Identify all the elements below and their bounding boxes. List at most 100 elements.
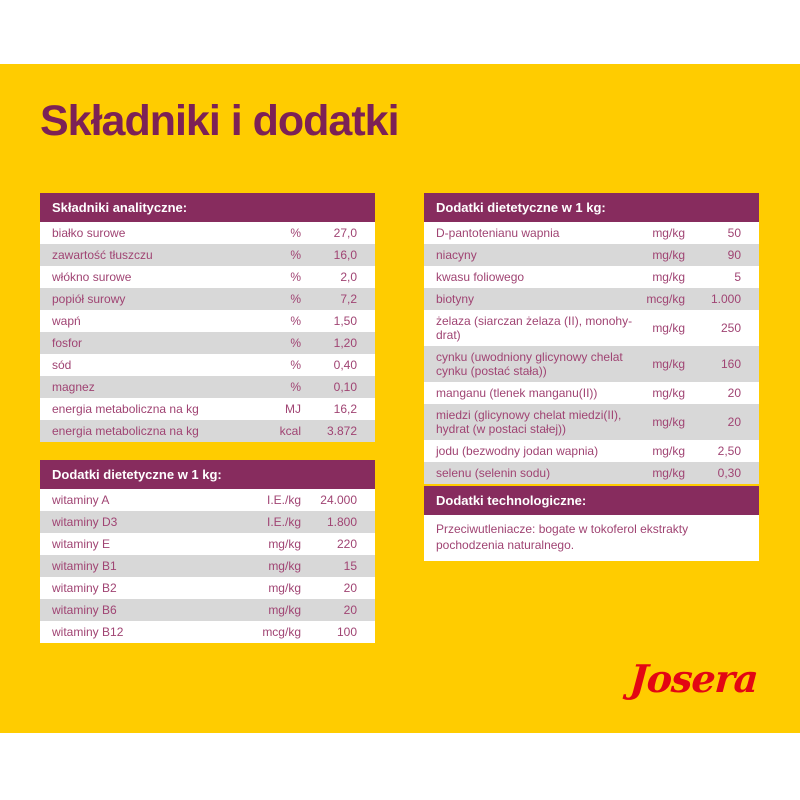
row-label: witaminy B2 <box>52 581 117 595</box>
table-row: manganu (tlenek manganu(II)) mg/kg 20 <box>424 382 759 404</box>
table-row: popiół surowy % 7,2 <box>40 288 375 310</box>
table-row: kwasu foliowego mg/kg 5 <box>424 266 759 288</box>
table-row: witaminy B12 mcg/kg 100 <box>40 621 375 643</box>
table-row: D-pantotenianu wapnia mg/kg 50 <box>424 222 759 244</box>
table-row: selenu (selenin sodu) mg/kg 0,30 <box>424 462 759 484</box>
table-row: żelaza (siarczan żelaza (II), monohy- dr… <box>424 310 759 346</box>
row-value: 5 <box>734 270 741 284</box>
table-row: witaminy A I.E./kg 24.000 <box>40 489 375 511</box>
row-value: 1,20 <box>333 336 357 350</box>
row-label: D-pantotenianu wapnia <box>436 226 560 240</box>
row-value: 20 <box>343 581 357 595</box>
row-label: cynku (uwodniony glicynowy chelat cynku … <box>436 350 623 378</box>
table-row: niacyny mg/kg 90 <box>424 244 759 266</box>
row-label: witaminy A <box>52 493 110 507</box>
table-body-analytical: białko surowe % 27,0 zawartość tłuszczu … <box>40 222 375 442</box>
row-label: fosfor <box>52 336 83 350</box>
row-label: witaminy B1 <box>52 559 117 573</box>
table-row: witaminy E mg/kg 220 <box>40 533 375 555</box>
row-unit: MJ <box>285 402 301 416</box>
row-unit: mg/kg <box>652 357 685 371</box>
table-row: magnez % 0,10 <box>40 376 375 398</box>
row-value: 20 <box>727 415 741 429</box>
josera-logo: Josera <box>628 656 760 701</box>
table-row: witaminy B6 mg/kg 20 <box>40 599 375 621</box>
row-value: 50 <box>727 226 741 240</box>
row-label: niacyny <box>436 248 477 262</box>
row-unit: % <box>290 270 301 284</box>
row-label: zawartość tłuszczu <box>52 248 153 262</box>
table-row: sód % 0,40 <box>40 354 375 376</box>
row-unit: mg/kg <box>268 581 301 595</box>
analytical-components-table: Składniki analityczne: białko surowe % 2… <box>40 193 375 442</box>
row-value: 2,50 <box>717 444 741 458</box>
row-value: 1.800 <box>326 515 357 529</box>
row-unit: % <box>290 248 301 262</box>
row-unit: % <box>290 314 301 328</box>
row-label: magnez <box>52 380 95 394</box>
row-label: manganu (tlenek manganu(II)) <box>436 386 598 400</box>
table-row: energia metaboliczna na kg kcal 3.872 <box>40 420 375 442</box>
row-value: 0,10 <box>333 380 357 394</box>
row-unit: I.E./kg <box>266 493 301 507</box>
table-row: zawartość tłuszczu % 16,0 <box>40 244 375 266</box>
row-value: 16,0 <box>333 248 357 262</box>
row-unit: % <box>290 292 301 306</box>
row-unit: % <box>290 380 301 394</box>
table-row: fosfor % 1,20 <box>40 332 375 354</box>
table-row: białko surowe % 27,0 <box>40 222 375 244</box>
row-label: witaminy B12 <box>52 625 124 639</box>
dietary-additives-vitamins-table: Dodatki dietetyczne w 1 kg: witaminy A I… <box>40 460 375 643</box>
page-title: Składniki i dodatki <box>40 97 400 145</box>
row-unit: I.E./kg <box>266 515 301 529</box>
row-unit: kcal <box>279 424 301 438</box>
technological-additives-section: Dodatki technologiczne: Przeciwutleniacz… <box>424 486 759 561</box>
row-value: 160 <box>720 357 741 371</box>
row-unit: mg/kg <box>652 248 685 262</box>
row-value: 16,2 <box>333 402 357 416</box>
row-label: energia metaboliczna na kg <box>52 402 199 416</box>
row-value: 20 <box>343 603 357 617</box>
technological-additives-text: Przeciwutleniacze: bogate w tokoferol ek… <box>424 515 759 561</box>
row-label: sód <box>52 358 72 372</box>
row-unit: % <box>290 226 301 240</box>
row-value: 0,30 <box>717 466 741 480</box>
row-unit: mg/kg <box>652 321 685 335</box>
row-value: 27,0 <box>333 226 357 240</box>
table-row: cynku (uwodniony glicynowy chelat cynku … <box>424 346 759 382</box>
row-value: 250 <box>720 321 741 335</box>
table-row: witaminy B1 mg/kg 15 <box>40 555 375 577</box>
row-unit: % <box>290 336 301 350</box>
row-unit: mg/kg <box>268 603 301 617</box>
row-unit: mg/kg <box>652 466 685 480</box>
row-unit: mcg/kg <box>262 625 301 639</box>
row-label: kwasu foliowego <box>436 270 525 284</box>
row-label: białko surowe <box>52 226 126 240</box>
row-unit: mg/kg <box>268 537 301 551</box>
table-header-technological: Dodatki technologiczne: <box>424 486 759 515</box>
row-value: 1,50 <box>333 314 357 328</box>
row-value: 15 <box>343 559 357 573</box>
table-row: jodu (bezwodny jodan wapnia) mg/kg 2,50 <box>424 440 759 462</box>
table-row: wapń % 1,50 <box>40 310 375 332</box>
row-label: witaminy B6 <box>52 603 117 617</box>
row-unit: mg/kg <box>652 415 685 429</box>
row-unit: % <box>290 358 301 372</box>
table-header-dietary-right: Dodatki dietetyczne w 1 kg: <box>424 193 759 222</box>
table-row: włókno surowe % 2,0 <box>40 266 375 288</box>
row-value: 3.872 <box>326 424 357 438</box>
row-label: energia metaboliczna na kg <box>52 424 199 438</box>
table-row: energia metaboliczna na kg MJ 16,2 <box>40 398 375 420</box>
dietary-additives-minerals-table: Dodatki dietetyczne w 1 kg: D-pantotenia… <box>424 193 759 484</box>
row-value: 90 <box>727 248 741 262</box>
row-unit: mg/kg <box>652 444 685 458</box>
row-value: 2,0 <box>340 270 357 284</box>
row-value: 7,2 <box>340 292 357 306</box>
row-value: 1.000 <box>710 292 741 306</box>
row-label: popiół surowy <box>52 292 126 306</box>
row-label: witaminy D3 <box>52 515 118 529</box>
row-value: 100 <box>336 625 357 639</box>
row-label: wapń <box>52 314 81 328</box>
row-label: selenu (selenin sodu) <box>436 466 551 480</box>
table-body-dietary-right: D-pantotenianu wapnia mg/kg 50 niacyny m… <box>424 222 759 484</box>
